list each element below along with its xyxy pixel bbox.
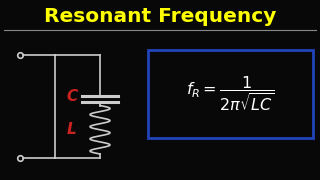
Text: L: L	[67, 122, 77, 137]
Text: $f_R = \dfrac{1}{2\pi\sqrt{LC}}$: $f_R = \dfrac{1}{2\pi\sqrt{LC}}$	[186, 75, 275, 114]
Bar	[148, 50, 313, 138]
Text: C: C	[66, 89, 78, 104]
Text: Resonant Frequency: Resonant Frequency	[44, 6, 276, 26]
